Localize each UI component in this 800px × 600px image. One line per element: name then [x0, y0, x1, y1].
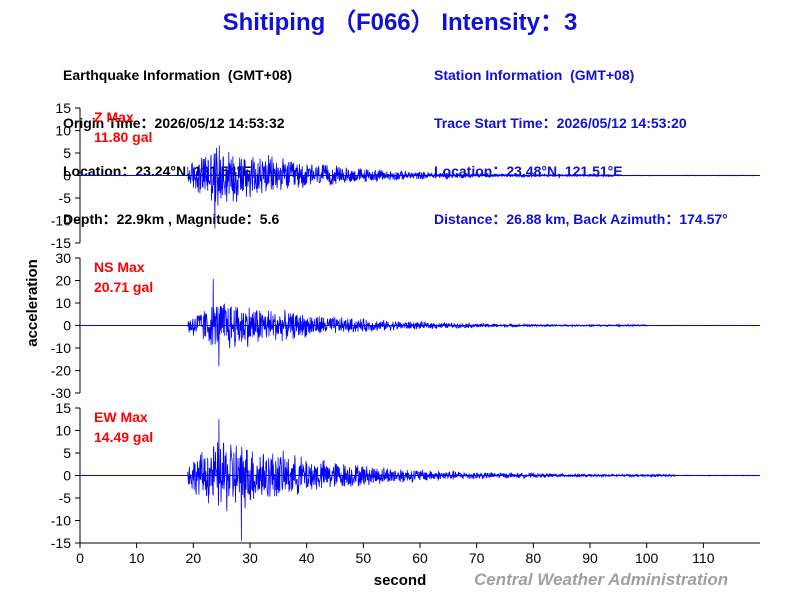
max-label-ew: EW Max — [94, 409, 148, 425]
y-tick-label: -10 — [51, 513, 71, 529]
depth-magnitude: Depth：22.9km , Magnitude：5.6 — [63, 211, 280, 227]
y-tick-label: -10 — [51, 213, 71, 229]
max-label-z: Z Max — [94, 109, 134, 125]
trace-start-time: Trace Start Time：2026/05/12 14:53:20 — [434, 115, 687, 131]
y-axis-label: acceleration — [24, 259, 41, 347]
y-tick-label: -5 — [59, 190, 72, 206]
x-tick-label: 50 — [356, 550, 372, 566]
credit-text: Central Weather Administration — [474, 570, 729, 589]
station-info: Station Information (GMT+08) Trace Start… — [434, 35, 728, 243]
chart-title: Shitiping （F066） Intensity：3 — [222, 9, 578, 36]
y-tick-label: 0 — [63, 168, 71, 184]
y-tick-label: -10 — [51, 340, 71, 356]
y-tick-label: 5 — [63, 445, 71, 461]
y-tick-label: 10 — [55, 295, 71, 311]
y-tick-label: 15 — [55, 400, 71, 416]
x-tick-label: 100 — [635, 550, 659, 566]
y-tick-label: 15 — [55, 100, 71, 116]
x-tick-label: 10 — [129, 550, 145, 566]
waveform-ns — [187, 278, 758, 367]
x-axis-label: second — [374, 572, 427, 589]
max-value-ns: 20.71 gal — [94, 279, 153, 295]
waveform-ew — [187, 419, 758, 541]
y-tick-label: 5 — [63, 145, 71, 161]
x-tick-label: 90 — [582, 550, 598, 566]
earthquake-info: Earthquake Information (GMT+08) Origin T… — [63, 35, 292, 243]
max-value-z: 11.80 gal — [94, 129, 152, 145]
max-label-ns: NS Max — [94, 259, 145, 275]
waveform-z — [187, 145, 758, 229]
origin-time: Origin Time：2026/05/12 14:53:32 — [63, 115, 285, 131]
x-tick-label: 80 — [526, 550, 542, 566]
x-tick-label: 20 — [186, 550, 202, 566]
x-tick-label: 110 — [692, 550, 715, 566]
y-tick-label: -30 — [51, 385, 71, 401]
distance-azimuth: Distance：26.88 km, Back Azimuth：174.57° — [434, 211, 728, 227]
x-tick-label: 0 — [76, 550, 84, 566]
y-tick-label: -5 — [59, 490, 72, 506]
y-tick-label: 30 — [55, 250, 71, 266]
y-tick-label: 10 — [55, 123, 71, 139]
x-tick-label: 40 — [299, 550, 315, 566]
earthquake-info-header: Earthquake Information (GMT+08) — [63, 67, 293, 83]
y-tick-label: -15 — [51, 535, 71, 551]
x-tick-label: 70 — [469, 550, 485, 566]
x-tick-label: 30 — [242, 550, 258, 566]
y-tick-label: 10 — [55, 423, 71, 439]
y-tick-label: 0 — [63, 468, 71, 484]
x-tick-label: 60 — [412, 550, 428, 566]
y-tick-label: -20 — [51, 363, 71, 379]
y-tick-label: 0 — [63, 318, 71, 334]
station-info-header: Station Information (GMT+08) — [434, 67, 635, 83]
max-value-ew: 14.49 gal — [94, 429, 153, 445]
y-tick-label: 20 — [55, 273, 71, 289]
y-tick-label: -15 — [51, 235, 71, 251]
